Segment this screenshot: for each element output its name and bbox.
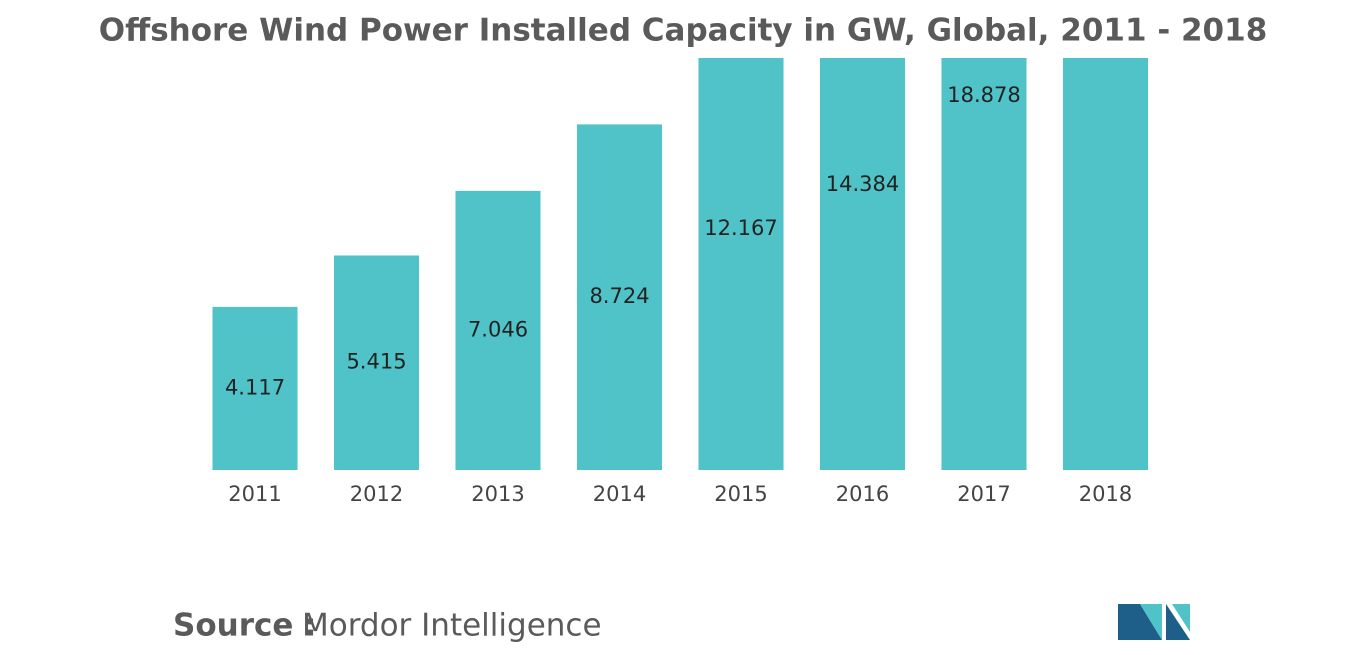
x-tick-label: 2018: [1079, 482, 1132, 506]
bar: [333, 255, 420, 470]
x-tick-label: 2012: [350, 482, 403, 506]
data-label: 18.878: [947, 83, 1020, 107]
x-tick-label: 2015: [714, 482, 767, 506]
bar: [576, 124, 663, 470]
chart-title: Offshore Wind Power Installed Capacity i…: [99, 13, 1268, 49]
data-label: 12.167: [704, 216, 777, 240]
bar: [819, 58, 906, 470]
plot-area: [212, 58, 1149, 470]
logo: [1118, 604, 1190, 640]
source: Mordor Intelligence: [302, 608, 602, 644]
x-tick-label: 2016: [836, 482, 889, 506]
data-label: 14.384: [826, 172, 899, 196]
x-tick-label: 2013: [471, 482, 524, 506]
bar: [455, 190, 541, 470]
data-label: 8.724: [589, 284, 649, 308]
bar: [941, 58, 1027, 470]
x-tick-label: 2011: [228, 482, 281, 506]
x-tick-label: 2017: [957, 482, 1010, 506]
bar: [212, 306, 298, 470]
bar: [698, 58, 784, 470]
x-tick-label: 2014: [593, 482, 646, 506]
bar: [1062, 58, 1149, 470]
source-label: Source :: [173, 608, 317, 644]
data-label: 4.117: [225, 375, 285, 399]
data-label: 5.415: [346, 350, 406, 374]
data-label: 7.046: [468, 317, 528, 341]
